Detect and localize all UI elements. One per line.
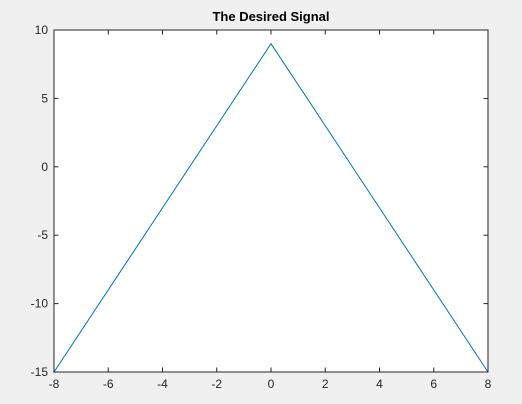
x-tick-label: 2	[322, 377, 329, 391]
chart-title: The Desired Signal	[212, 9, 329, 24]
plot-area	[54, 30, 488, 372]
x-tick-label: 8	[485, 377, 492, 391]
y-tick-label: -10	[31, 297, 49, 311]
y-tick-label: 0	[41, 160, 48, 174]
y-tick-label: -15	[31, 365, 49, 379]
x-tick-label: -8	[49, 377, 60, 391]
x-tick-label: 4	[376, 377, 383, 391]
x-tick-label: -6	[103, 377, 114, 391]
x-axis: -8 -6 -4 -2 0 2 4 6 8	[49, 30, 492, 391]
x-tick-label: -4	[157, 377, 168, 391]
x-tick-label: -2	[211, 377, 222, 391]
x-tick-label: 6	[430, 377, 437, 391]
y-tick-label: -5	[37, 228, 48, 242]
y-tick-label: 5	[41, 91, 48, 105]
y-axis: 10 5 0 -5 -10 -15	[31, 23, 488, 379]
x-tick-label: 0	[268, 377, 275, 391]
y-tick-label: 10	[35, 23, 49, 37]
